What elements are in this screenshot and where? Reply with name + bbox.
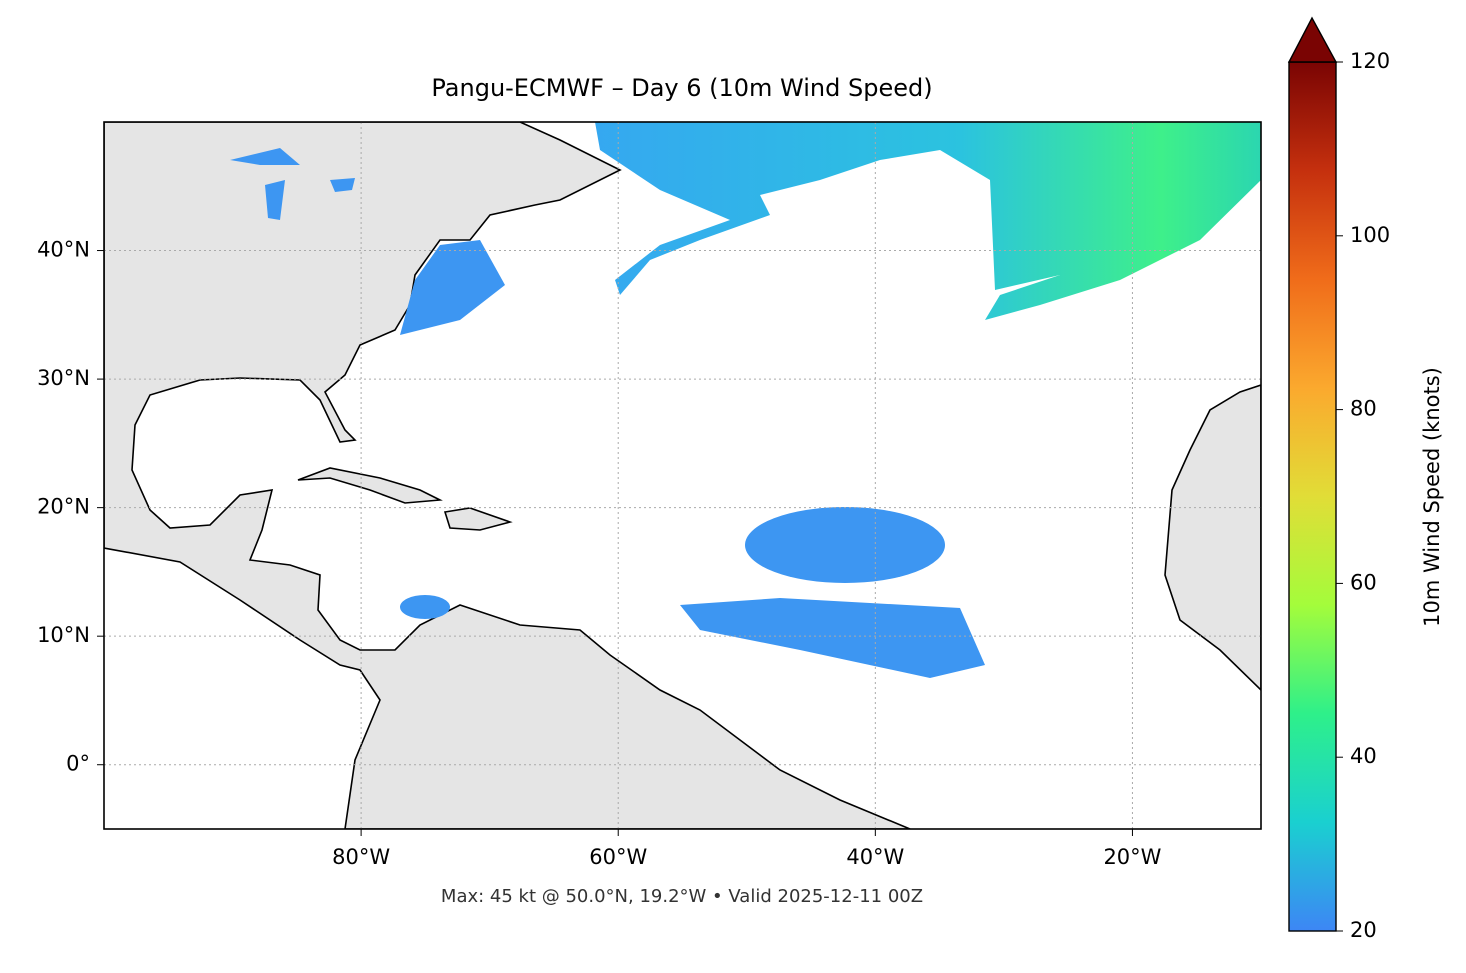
x-tick-label: 40°W — [846, 845, 904, 869]
chart-title: Pangu-ECMWF – Day 6 (10m Wind Speed) — [431, 74, 932, 102]
x-tick-label: 60°W — [589, 845, 647, 869]
wind-area — [230, 148, 355, 220]
y-tick-label: 10°N — [37, 623, 90, 647]
colorbar-tick-label: 40 — [1350, 744, 1377, 768]
map-layer — [104, 122, 1261, 829]
wind-area — [680, 598, 985, 678]
x-tick-label: 80°W — [332, 845, 390, 869]
y-tick-label: 30°N — [37, 366, 90, 390]
americas — [104, 122, 911, 829]
y-tick-label: 20°N — [37, 495, 90, 519]
hispaniola — [443, 507, 513, 531]
colorbar-extend — [1287, 16, 1338, 63]
colorbar-tick-label: 20 — [1350, 918, 1377, 942]
colorbar-tick-label: 120 — [1350, 49, 1390, 73]
africa — [1164, 384, 1261, 692]
colorbar-tick-label: 100 — [1350, 223, 1390, 247]
wind-area — [745, 507, 945, 583]
y-tick-label: 0° — [66, 752, 90, 776]
x-tick-label: 20°W — [1103, 845, 1161, 869]
wind-area — [400, 595, 450, 619]
wind-area — [400, 240, 505, 335]
colorbar — [1288, 61, 1337, 932]
colorbar-label: 10m Wind Speed (knots) — [1420, 367, 1444, 627]
frame — [103, 121, 1262, 830]
y-tick-label: 40°N — [37, 238, 90, 262]
colorbar-tick-label: 80 — [1350, 397, 1377, 421]
wind-area — [595, 122, 1261, 320]
note: Max: 45 kt @ 50.0°N, 19.2°W • Valid 2025… — [441, 886, 923, 907]
colorbar-tick-label: 60 — [1350, 570, 1377, 594]
cuba — [297, 467, 443, 504]
